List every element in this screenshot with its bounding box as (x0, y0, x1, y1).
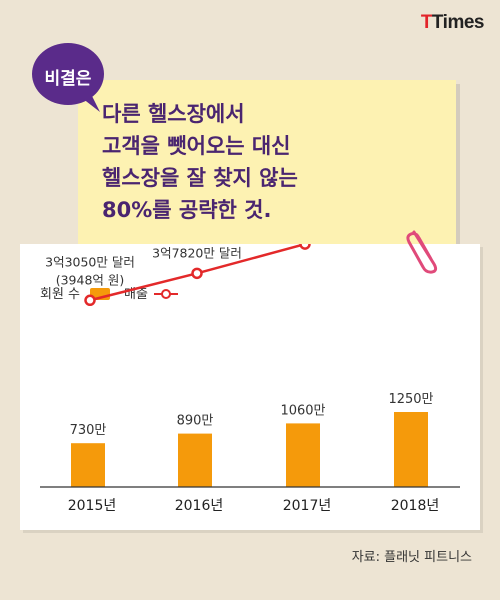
x-tick-label: 2016년 (175, 498, 224, 514)
bar-label: 890만 (177, 414, 214, 429)
speech-bubble-shape (32, 43, 104, 112)
revenue-point (299, 244, 311, 250)
revenue-point (191, 267, 203, 280)
revenue-label: 3억3050만 달러 (45, 254, 135, 269)
x-tick-label: 2015년 (68, 498, 117, 514)
bar-2018년 (394, 412, 428, 487)
revenue-point (84, 294, 96, 307)
note-line-4: 80%를 공략한 것. (102, 198, 272, 222)
bar-label: 1060만 (280, 403, 325, 418)
logo-part-1: T (420, 12, 433, 33)
logo-part-2: Times (431, 12, 485, 33)
legend-line-marker (161, 289, 171, 299)
sticky-note (78, 80, 456, 260)
speech-bubble: 비결은 (30, 40, 106, 114)
bar-2015년 (71, 443, 105, 487)
legend-bar-label: 회원 수 (40, 287, 80, 302)
revenue-label: 3억7820만 달러 (152, 245, 242, 260)
bar-label: 1250만 (388, 392, 433, 407)
note-line-3: 헬스장을 잘 찾지 않는 (102, 166, 298, 190)
revenue-line (89, 244, 308, 302)
note-line-2: 고객을 뺏어오는 대신 (102, 134, 291, 158)
speech-bubble-label: 비결은 (44, 69, 92, 89)
x-tick-label: 2018년 (391, 498, 440, 514)
bar-2016년 (178, 433, 212, 487)
note-text: 다른 헬스장에서 고객을 뺏어오는 대신 헬스장을 잘 찾지 않는 80%를 공… (102, 98, 442, 226)
bar-label: 730만 (70, 423, 107, 438)
x-tick-label: 2017년 (283, 498, 332, 514)
paperclip-icon (406, 230, 438, 274)
note-line-1: 다른 헬스장에서 (102, 102, 245, 126)
source-note: 자료: 플래닛 피트니스 (351, 550, 472, 565)
ttimes-logo: TTimes (420, 12, 485, 34)
revenue-label: (3948억 원) (56, 272, 125, 287)
bar-2017년 (286, 423, 320, 487)
